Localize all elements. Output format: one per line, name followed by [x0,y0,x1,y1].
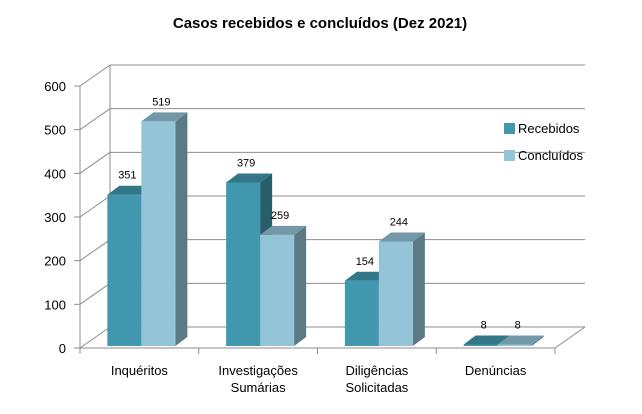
bars [107,112,544,347]
data-label: 154 [356,256,374,268]
bar-front [378,241,413,346]
legend: Recebidos Concluídos [504,121,584,163]
y-tick-label: 300 [44,210,66,225]
legend-label: Recebidos [518,121,580,136]
bar-front [107,194,142,346]
x-tick-label: Investigações [218,363,298,378]
bar-side [294,225,307,346]
y-tick-label: 200 [44,254,66,269]
bar-front [260,234,295,346]
bar-side [175,112,188,347]
data-label: 519 [152,96,170,108]
data-label: 351 [118,170,136,182]
legend-swatch [504,150,515,161]
x-tick-label: Solicitadas [345,380,408,395]
gridline-side [79,326,111,349]
data-label: 8 [481,320,487,332]
gridline-side [79,239,111,262]
gridline-side [79,64,111,87]
data-labels: 351 519 379 259 154 244 8 8 [118,96,520,331]
x-tick-label: Inquéritos [111,363,169,378]
data-label: 244 [390,216,408,228]
gridline-side [79,282,111,305]
y-tick-label: 0 [59,341,66,356]
axes: 0 100 200 300 400 500 600 Inquéritos Investigaçõ… [44,79,556,395]
data-label: 379 [237,158,255,170]
gridlines [79,64,586,349]
bar-front [226,182,261,346]
bar-side [531,335,544,346]
legend-swatch [504,123,515,134]
chart-title: Casos recebidos e concluídos (Dez 2021) [173,15,467,32]
gridline-side [79,151,111,174]
x-tick-label: Sumárias [231,380,286,395]
gridline-side [79,108,111,131]
bar [497,335,544,346]
bar [141,112,188,347]
bar-top [260,225,307,235]
legend-label: Concluídos [518,148,584,163]
y-tick-label: 100 [44,297,66,312]
bar [378,232,425,346]
y-tick-label: 400 [44,166,66,181]
x-tick-label: Denúncias [465,363,527,378]
y-tick-label: 500 [44,123,66,138]
data-label: 8 [515,320,521,332]
bar-front [497,344,532,346]
bar-front [141,121,176,347]
y-tick-label: 600 [44,79,66,94]
bar-front [344,280,379,346]
bar-top [497,335,544,345]
x-tick-label: Diligências [345,363,408,378]
bar-top [141,112,188,122]
data-label: 259 [271,210,289,222]
bar-top [378,232,425,242]
gridline-side [79,195,111,218]
bar-top [463,335,510,345]
bar [260,225,307,346]
bar-side [412,232,425,346]
bar-top [226,173,273,183]
bar-front [463,344,498,346]
